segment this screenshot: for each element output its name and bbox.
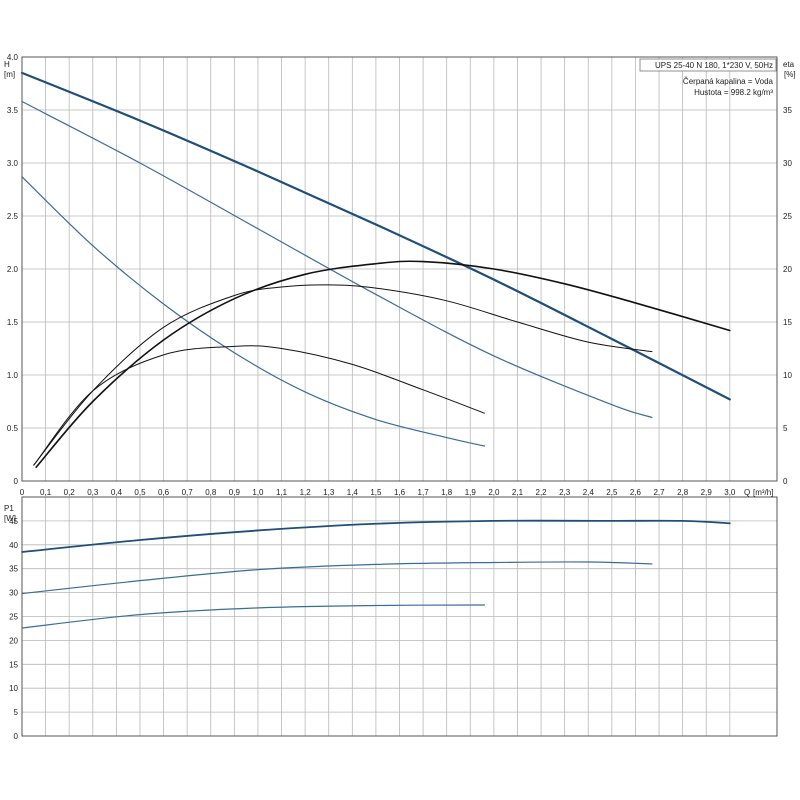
power-curve-3 bbox=[21, 604, 486, 629]
x-tick-label: 0,6 bbox=[158, 488, 170, 497]
power-panel: 0 5 10 15 20 25 30 35 40 45 P1 [W] bbox=[4, 496, 778, 741]
x-tick-label: 2,1 bbox=[512, 488, 524, 497]
x-tick-label: 1,1 bbox=[276, 488, 288, 497]
power-axis-label: P1 bbox=[4, 504, 14, 513]
x-tick-label: 0 bbox=[20, 488, 25, 497]
pump-model-label: UPS 25-40 N 180, 1*230 V, 50Hz bbox=[655, 61, 773, 70]
efficiency-tick-label: 35 bbox=[783, 106, 792, 115]
power-panel-grid bbox=[21, 497, 777, 737]
x-tick-label: 0,2 bbox=[64, 488, 76, 497]
head-curve-2 bbox=[21, 100, 653, 418]
x-tick-label: 2,8 bbox=[677, 488, 689, 497]
power-tick-label: 35 bbox=[9, 565, 18, 574]
fluid-label: Čerpaná kapalina = Voda bbox=[683, 77, 774, 86]
x-tick-label: 0,7 bbox=[182, 488, 194, 497]
power-panel-frame bbox=[21, 496, 778, 737]
head-curve-1 bbox=[20, 71, 731, 401]
flow-axis-label: Q bbox=[744, 488, 750, 497]
head-panel-grid bbox=[21, 56, 777, 482]
x-tick-label: 2,6 bbox=[630, 488, 642, 497]
x-tick-label: 3,0 bbox=[724, 488, 736, 497]
power-axis-unit: [W] bbox=[4, 514, 16, 523]
efficiency-axis-label: eta bbox=[783, 60, 795, 69]
head-axis-unit: [m] bbox=[4, 70, 15, 79]
efficiency-tick-label: 5 bbox=[783, 424, 788, 433]
power-tick-label: 45 bbox=[9, 517, 18, 526]
power-panel-ticks: 0 5 10 15 20 25 30 35 40 45 bbox=[9, 517, 18, 741]
x-tick-label: 2,0 bbox=[488, 488, 500, 497]
x-tick-label: 2,7 bbox=[653, 488, 665, 497]
head-tick-label: 2.0 bbox=[7, 265, 19, 274]
efficiency-curve-5 bbox=[33, 284, 653, 466]
head-tick-label: 1.5 bbox=[7, 318, 19, 327]
x-tick-label: 2,3 bbox=[559, 488, 571, 497]
head-tick-label: 3.5 bbox=[7, 106, 19, 115]
flow-axis-unit: [m³/h] bbox=[753, 488, 773, 497]
x-tick-label: 0,5 bbox=[134, 488, 146, 497]
efficiency-curve-4 bbox=[35, 260, 731, 469]
x-tick-label: 1,3 bbox=[323, 488, 335, 497]
head-panel-ticks: 0 0,1 0,2 0,3 0,4 0,5 0,6 0,7 0,8 0,9 1,0 1,1 1,2 1,3… bbox=[7, 53, 793, 497]
power-tick-label: 15 bbox=[9, 660, 18, 669]
density-label: Hustota = 998.2 kg/m³ bbox=[694, 88, 773, 97]
efficiency-tick-label: 25 bbox=[783, 212, 792, 221]
x-tick-label: 2,4 bbox=[583, 488, 595, 497]
efficiency-tick-label: 30 bbox=[783, 159, 792, 168]
head-tick-label: 3.0 bbox=[7, 159, 19, 168]
head-tick-label: 2.5 bbox=[7, 212, 19, 221]
efficiency-tick-label: 10 bbox=[783, 371, 792, 380]
head-tick-label: 0 bbox=[14, 477, 19, 486]
x-tick-label: 2,5 bbox=[606, 488, 618, 497]
x-tick-label: 2,9 bbox=[701, 488, 713, 497]
power-panel-series bbox=[21, 519, 731, 629]
head-efficiency-panel: 0 0,1 0,2 0,3 0,4 0,5 0,6 0,7 0,8 0,9 1,0 1,1 1,2 1,3… bbox=[4, 53, 796, 497]
head-panel-series bbox=[20, 71, 731, 469]
efficiency-tick-label: 20 bbox=[783, 265, 792, 274]
x-tick-label: 0,4 bbox=[111, 488, 123, 497]
power-tick-label: 30 bbox=[9, 589, 18, 598]
efficiency-tick-label: 15 bbox=[783, 318, 792, 327]
power-curve-2 bbox=[21, 561, 653, 595]
efficiency-tick-label: 0 bbox=[783, 477, 788, 486]
efficiency-axis-unit: [%] bbox=[784, 70, 796, 79]
x-tick-label: 1,8 bbox=[441, 488, 453, 497]
head-tick-label: 1.0 bbox=[7, 371, 19, 380]
x-tick-label: 1,2 bbox=[300, 488, 312, 497]
pump-model-box bbox=[639, 58, 777, 72]
power-tick-label: 40 bbox=[9, 541, 18, 550]
x-tick-label: 0,1 bbox=[40, 488, 52, 497]
power-tick-label: 25 bbox=[9, 613, 18, 622]
head-tick-label: 0.5 bbox=[7, 424, 19, 433]
x-tick-label: 1,0 bbox=[252, 488, 264, 497]
x-tick-label: 1,7 bbox=[418, 488, 430, 497]
x-tick-label: 2,2 bbox=[536, 488, 548, 497]
power-tick-label: 10 bbox=[9, 684, 18, 693]
x-tick-label: 0,9 bbox=[229, 488, 241, 497]
power-curve-1 bbox=[21, 519, 731, 553]
head-curve-3 bbox=[21, 176, 486, 447]
x-tick-label: 0,3 bbox=[87, 488, 99, 497]
x-tick-label: 1,5 bbox=[370, 488, 382, 497]
power-tick-label: 20 bbox=[9, 636, 18, 645]
power-tick-label: 5 bbox=[14, 708, 19, 717]
efficiency-curve-6 bbox=[33, 345, 485, 466]
head-axis-label: H bbox=[4, 60, 10, 69]
x-tick-label: 1,9 bbox=[465, 488, 477, 497]
power-tick-label: 0 bbox=[14, 732, 19, 741]
head-tick-label: 4.0 bbox=[7, 53, 19, 62]
x-tick-label: 0,8 bbox=[205, 488, 217, 497]
x-tick-label: 1,4 bbox=[347, 488, 359, 497]
head-panel-frame bbox=[21, 56, 778, 482]
x-tick-label: 1,6 bbox=[394, 488, 406, 497]
